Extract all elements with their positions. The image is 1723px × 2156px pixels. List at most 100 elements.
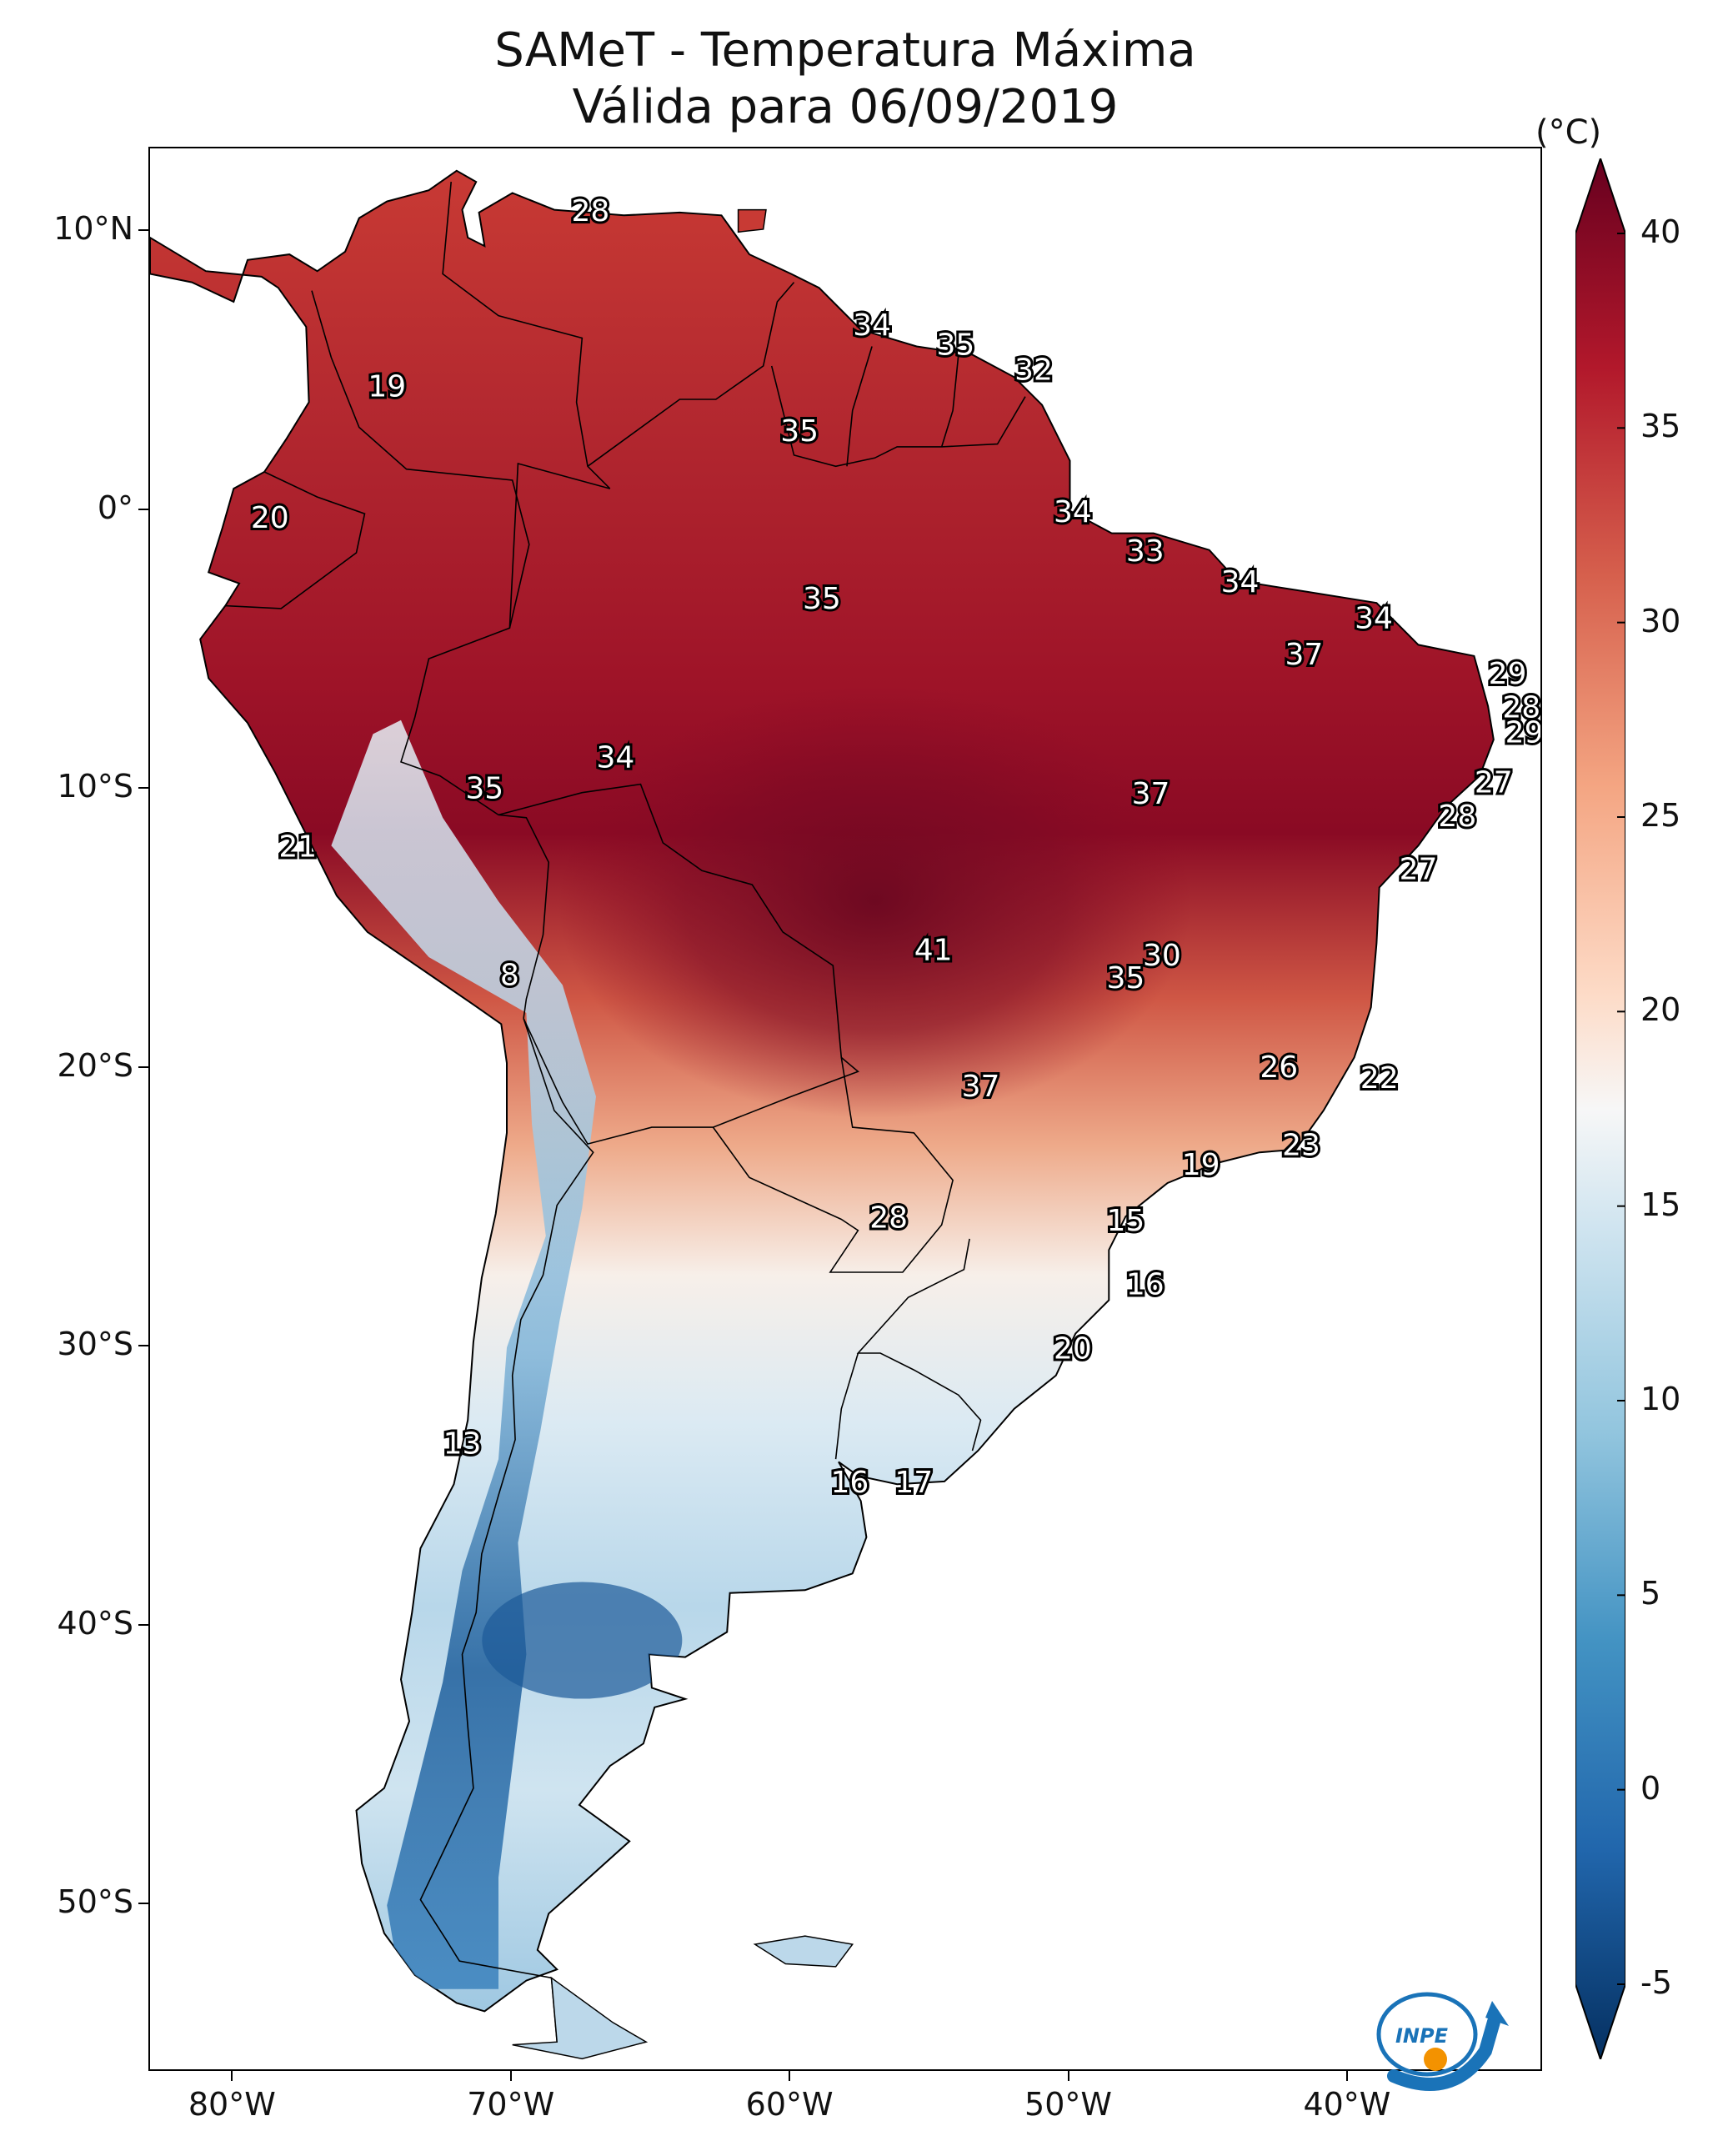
tierra-del-fuego [512, 1976, 649, 2060]
latitude-tick [138, 229, 148, 232]
longitude-label: 40°W [1303, 2086, 1391, 2123]
country-border [311, 290, 530, 629]
longitude-label: 70°W [467, 2086, 555, 2123]
trinidad-island [737, 208, 767, 233]
station-label: 15 [1106, 1204, 1144, 1238]
latitude-tick [138, 1623, 148, 1626]
map-panel: 28 19 34 35 32 35 20 34 33 34 35 34 37 29 28 29 34 35 27 37… [148, 147, 1542, 2071]
station-label: 32 [1014, 353, 1053, 388]
station-label: 23 [1282, 1128, 1320, 1162]
longitude-tick [509, 2071, 512, 2081]
station-label: 16 [830, 1466, 869, 1500]
station-label: 26 [1260, 1050, 1298, 1085]
station-label: 33 [1126, 534, 1165, 569]
colorbar-tick-label: 20 [1640, 991, 1681, 1029]
colorbar-tick-label: 10 [1640, 1381, 1681, 1417]
station-label: 20 [1054, 1332, 1092, 1366]
country-border [846, 346, 873, 467]
station-label: 30 [1143, 939, 1181, 973]
falkland-islands [753, 1935, 854, 1968]
latitude-label: 0° [97, 489, 133, 526]
station-label: 8 [500, 958, 519, 992]
country-border [834, 1352, 859, 1460]
station-label: 21 [278, 830, 317, 865]
country-border [940, 354, 959, 448]
latitude-label: 50°S [57, 1883, 133, 1921]
station-label: 34 [1355, 601, 1393, 635]
colorbar-tick-label: 5 [1640, 1575, 1661, 1612]
country-borders [225, 182, 1026, 2043]
station-label: 37 [1132, 777, 1170, 811]
latitude-label: 10°N [53, 210, 133, 248]
station-label: 13 [443, 1426, 482, 1461]
station-label: 34 [1054, 495, 1092, 529]
latitude-tick [138, 508, 148, 510]
latitude-label: 10°S [57, 768, 133, 805]
colorbar-tick-label: -5 [1640, 1964, 1672, 2001]
colorbar-tick-label: 30 [1640, 602, 1681, 639]
station-label: 34 [597, 741, 635, 775]
country-border [498, 783, 859, 1146]
colorbar-tick-label: 35 [1640, 408, 1681, 445]
colorbar-tick-label: 0 [1640, 1769, 1661, 1807]
longitude-label: 50°W [1024, 2086, 1112, 2123]
station-label: 35 [937, 328, 975, 362]
longitude-tick [789, 2071, 791, 2081]
longitude-tick [1067, 2071, 1069, 2081]
station-label: 27 [1475, 766, 1513, 800]
station-label: 29 [1505, 715, 1542, 750]
station-label: 20 [251, 501, 289, 535]
inpe-logo: INPE [1376, 1992, 1509, 2091]
station-label: 28 [1438, 800, 1476, 834]
country-border [419, 1018, 594, 2043]
country-border [770, 365, 1026, 468]
latitude-tick [138, 1065, 148, 1068]
station-label: 29 [1489, 657, 1527, 691]
colorbar-tick-label: 25 [1640, 797, 1681, 834]
station-label: 34 [1221, 565, 1260, 599]
colorbar-tick-label: 15 [1640, 1186, 1681, 1223]
latitude-tick [138, 1903, 148, 1905]
station-label: 35 [803, 582, 841, 616]
station-label: 19 [1182, 1148, 1220, 1182]
longitude-label: 80°W [188, 2086, 276, 2123]
station-label: 19 [368, 370, 406, 404]
station-label: 28 [1502, 690, 1540, 725]
colorbar-tick-label: 40 [1640, 213, 1681, 250]
station-label: 37 [1285, 638, 1324, 672]
latitude-label: 20°S [57, 1046, 133, 1084]
station-label: 35 [1106, 961, 1144, 995]
latitude-tick [138, 1345, 148, 1347]
station-label: 35 [780, 414, 819, 449]
latitude-label: 30°S [57, 1326, 133, 1363]
latitude-label: 40°S [57, 1604, 133, 1642]
station-label: 34 [853, 308, 891, 343]
station-label: 28 [869, 1201, 908, 1235]
colorbar-body [1575, 158, 1625, 2059]
station-label: 27 [1400, 852, 1438, 886]
country-border [587, 282, 795, 467]
country-border [225, 471, 366, 609]
country-border [400, 462, 611, 1019]
colorbar-unit: (°C) [1535, 113, 1602, 152]
colorbar [1575, 158, 1625, 2059]
islands [512, 208, 854, 2060]
longitude-tick [1345, 2071, 1348, 2081]
logo-text: INPE [1395, 2024, 1449, 2048]
station-label: 16 [1126, 1268, 1165, 1302]
station-label: 17 [894, 1466, 933, 1500]
country-border [712, 1057, 954, 1273]
station-label: 37 [962, 1070, 1000, 1104]
map-title: SAMeT - Temperatura Máxima [494, 23, 1196, 78]
map-subtitle: Válida para 06/09/2019 [572, 80, 1119, 134]
station-label: 28 [571, 194, 609, 228]
station-label: 35 [465, 771, 503, 805]
country-border [856, 1238, 982, 1452]
longitude-label: 60°W [745, 2086, 834, 2123]
station-label: 41 [914, 933, 953, 967]
longitude-tick [231, 2071, 233, 2081]
continent-shading [150, 169, 1495, 2013]
latitude-tick [138, 787, 148, 790]
station-label: 22 [1360, 1061, 1399, 1096]
